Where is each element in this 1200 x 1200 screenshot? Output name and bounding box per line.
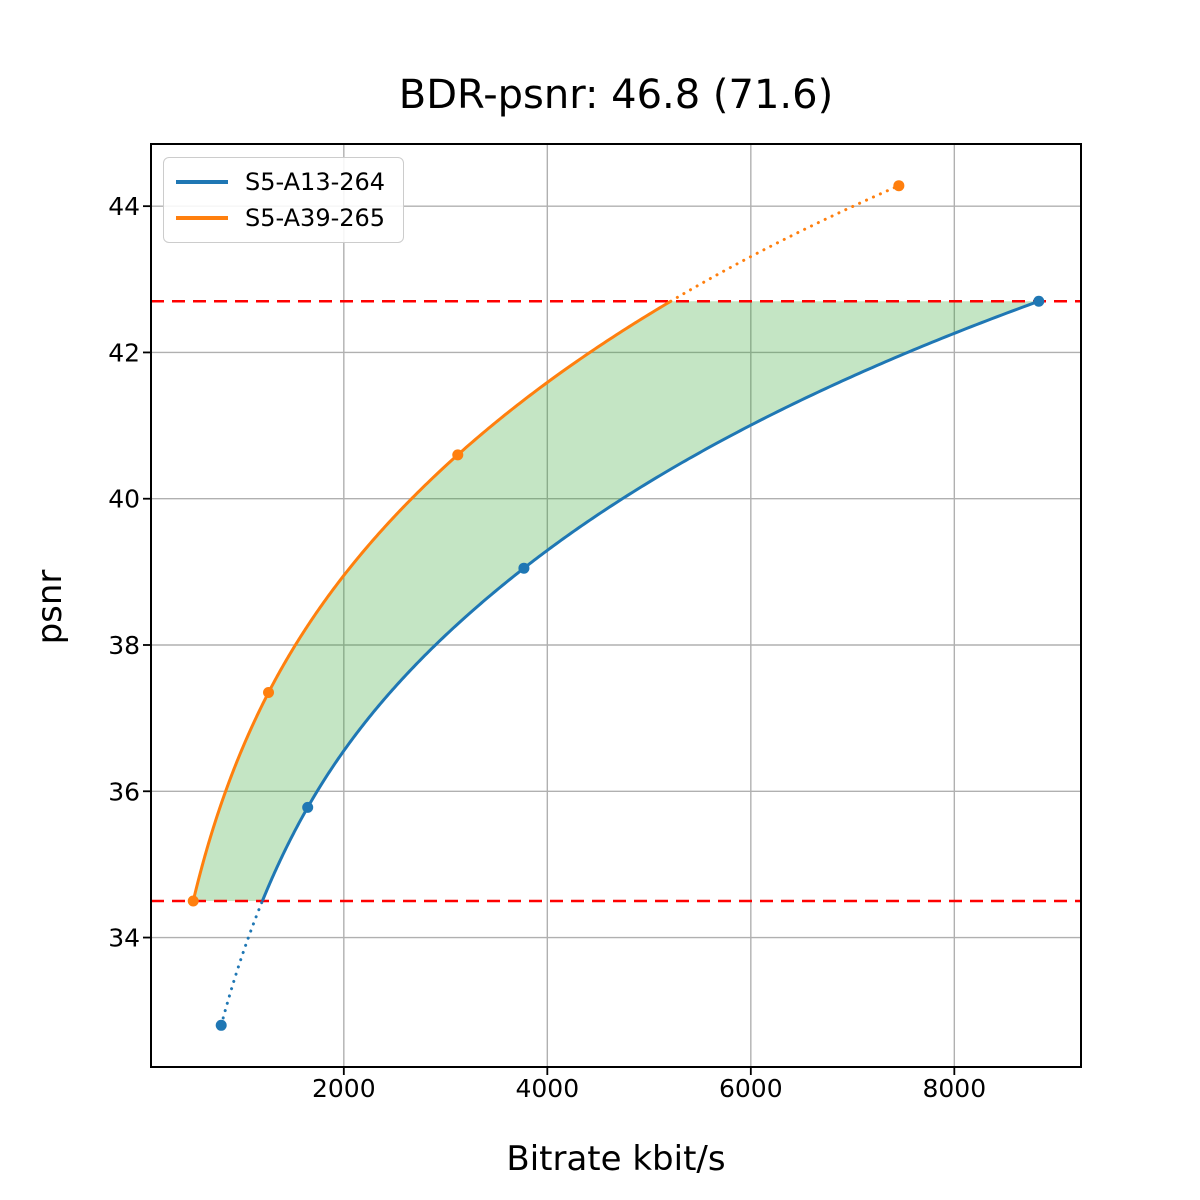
tick-marks <box>143 205 956 1075</box>
legend-label: S5-A39-265 <box>245 204 386 232</box>
y-tick-label: 34 <box>108 924 140 953</box>
legend-item: S5-A13-264 <box>176 164 385 200</box>
x-tick-label: 4000 <box>516 1074 580 1103</box>
data-point-marker <box>263 687 275 699</box>
y-axis-label: psnr <box>30 569 70 645</box>
y-tick-label: 38 <box>108 631 140 660</box>
data-point-marker <box>187 895 199 907</box>
data-point-marker <box>893 180 905 192</box>
y-tick-label: 36 <box>108 777 140 806</box>
gridlines <box>151 144 1081 1067</box>
reference-lines <box>151 299 1081 903</box>
data-point-marker <box>215 1019 227 1031</box>
series-markers <box>215 295 1045 1031</box>
shaded-region <box>193 301 1039 901</box>
legend-line-swatch <box>176 216 228 220</box>
data-point-marker <box>452 449 464 461</box>
data-point-marker <box>302 801 314 813</box>
y-tick-label: 44 <box>108 192 140 221</box>
series-curve-dotted <box>669 184 901 303</box>
y-tick-label: 40 <box>108 485 140 514</box>
y-tick-label: 42 <box>108 338 140 367</box>
data-point-marker <box>518 562 530 574</box>
series-curve-dotted <box>219 899 264 1027</box>
tick-labels: 2000 4000 6000 8000 34 36 38 40 42 44 <box>108 192 986 1103</box>
legend-line-swatch <box>176 180 228 184</box>
chart-title: BDR-psnr: 46.8 (71.6) <box>398 72 834 118</box>
legend-item: S5-A39-265 <box>176 200 385 236</box>
data-point-marker <box>1033 295 1045 307</box>
x-tick-label: 6000 <box>719 1074 783 1103</box>
series-curve-solid <box>191 299 672 902</box>
legend-label: S5-A13-264 <box>245 168 386 196</box>
axes-spines <box>150 143 1082 1068</box>
series-S5-A39-265 <box>191 184 901 902</box>
legend: S5-A13-264 S5-A39-265 <box>163 157 405 243</box>
x-tick-label: 8000 <box>923 1074 987 1103</box>
x-tick-label: 2000 <box>312 1074 376 1103</box>
x-axis-label: Bitrate kbit/s <box>506 1139 726 1179</box>
series-markers <box>187 180 905 907</box>
